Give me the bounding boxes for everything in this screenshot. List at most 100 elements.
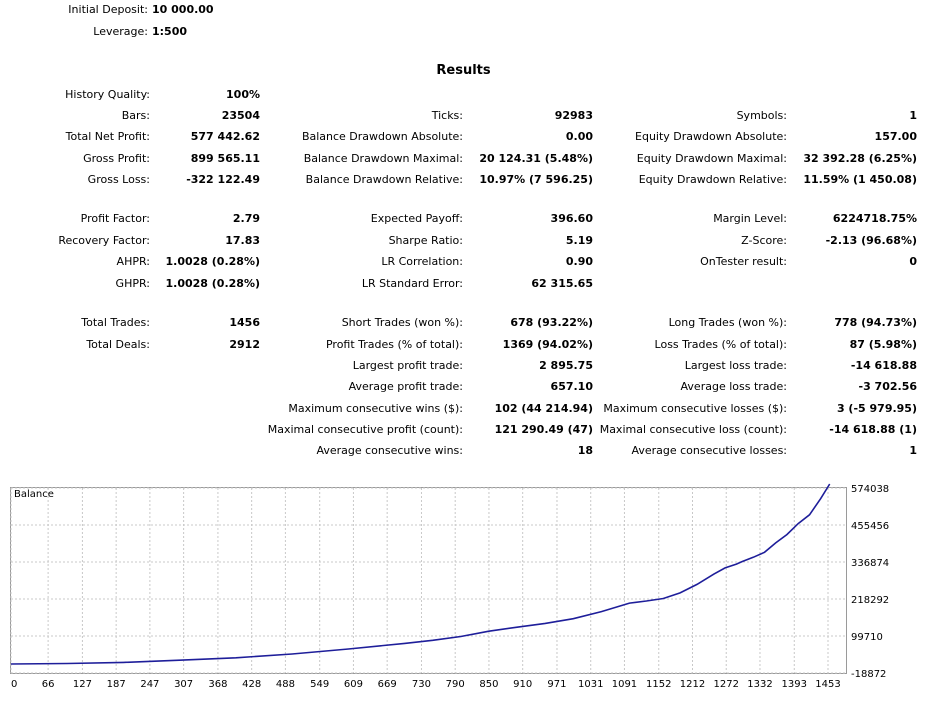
stat-value: 657.10 xyxy=(550,380,593,393)
x-tick-label: 730 xyxy=(412,679,431,690)
stat-label: Short Trades (won %): xyxy=(341,316,463,329)
y-tick-label: 574038 xyxy=(851,484,889,495)
x-tick-label: 0 xyxy=(11,679,17,690)
x-tick-label: 187 xyxy=(107,679,126,690)
stat-value: 1 xyxy=(909,444,917,457)
stat-value: 2912 xyxy=(229,338,260,351)
x-tick-label: 428 xyxy=(242,679,261,690)
x-tick-label: 1272 xyxy=(714,679,739,690)
x-tick-label: 1212 xyxy=(680,679,705,690)
stat-value: 1369 (94.02%) xyxy=(502,338,593,351)
stat-label: Largest profit trade: xyxy=(352,359,463,372)
stat-label: LR Standard Error: xyxy=(361,277,463,290)
chart-title: Balance xyxy=(14,489,54,500)
stat-label: Profit Factor: xyxy=(80,212,150,225)
stat-label: Total Net Profit: xyxy=(65,130,150,143)
stat-value: 6224718.75% xyxy=(832,212,917,225)
stat-value: 1.0028 (0.28%) xyxy=(165,255,261,268)
stat-value: -14 618.88 (1) xyxy=(829,423,917,436)
stat-value: 10.97% (7 596.25) xyxy=(479,173,593,186)
stat-value: 0.90 xyxy=(565,255,593,268)
stat-label: Profit Trades (% of total): xyxy=(325,338,463,351)
y-tick-label: 455456 xyxy=(851,521,889,532)
stat-label: Equity Drawdown Absolute: xyxy=(635,130,787,143)
stat-label: Gross Profit: xyxy=(83,152,150,165)
x-tick-label: 1332 xyxy=(747,679,772,690)
stat-label: Sharpe Ratio: xyxy=(388,234,463,247)
x-tick-label: 66 xyxy=(42,679,55,690)
stat-label: Average loss trade: xyxy=(680,380,787,393)
x-tick-label: 1031 xyxy=(578,679,603,690)
stat-label: Balance Drawdown Relative: xyxy=(305,173,463,186)
stat-label: Average consecutive losses: xyxy=(631,444,787,457)
stat-value: 2 895.75 xyxy=(539,359,593,372)
stat-value: 20 124.31 (5.48%) xyxy=(479,152,593,165)
stat-label: Balance Drawdown Absolute: xyxy=(301,130,463,143)
stat-value: -322 122.49 xyxy=(186,173,260,186)
stat-value: 0 xyxy=(909,255,917,268)
x-tick-label: 1152 xyxy=(646,679,671,690)
stat-value: 1456 xyxy=(229,316,260,329)
stat-value: 899 565.11 xyxy=(190,152,260,165)
leverage-value: 1:500 xyxy=(152,25,188,38)
balance-chart: Balance 574038 455456 336874 218292 99710 -18… xyxy=(10,483,889,690)
stat-label: Maximum consecutive wins ($): xyxy=(288,402,463,415)
x-tick-label: 1091 xyxy=(612,679,637,690)
stat-value: 1.0028 (0.28%) xyxy=(165,277,261,290)
x-tick-label: 549 xyxy=(310,679,329,690)
stat-value: 100% xyxy=(226,88,260,101)
stat-value: 32 392.28 (6.25%) xyxy=(803,152,917,165)
y-tick-label: 336874 xyxy=(851,558,889,569)
initial-deposit-value: 10 000.00 xyxy=(152,3,214,16)
stat-label: Total Trades: xyxy=(81,316,150,329)
stat-label: Gross Loss: xyxy=(87,173,150,186)
initial-deposit-label: Initial Deposit: xyxy=(68,3,148,16)
leverage-label: Leverage: xyxy=(93,25,148,38)
stat-label: Maximum consecutive losses ($): xyxy=(603,402,787,415)
stat-value: 2.79 xyxy=(232,212,260,225)
stat-label: Symbols: xyxy=(736,109,787,122)
stat-value: -2.13 (96.68%) xyxy=(825,234,917,247)
x-tick-label: 790 xyxy=(446,679,465,690)
y-tick-label: 99710 xyxy=(851,632,883,643)
chart-series-layer xyxy=(10,483,831,665)
stat-value: -3 702.56 xyxy=(858,380,918,393)
x-tick-label: 971 xyxy=(547,679,566,690)
x-tick-label: 307 xyxy=(174,679,193,690)
stat-label: Average profit trade: xyxy=(348,380,463,393)
stat-label: LR Correlation: xyxy=(381,255,463,268)
stat-value: 577 442.62 xyxy=(190,130,260,143)
stat-label: AHPR: xyxy=(116,255,150,268)
y-tick-label: 218292 xyxy=(851,595,889,606)
stat-label: Ticks: xyxy=(431,109,463,122)
x-tick-label: 127 xyxy=(73,679,92,690)
stat-label: Equity Drawdown Relative: xyxy=(638,173,787,186)
stat-label: History Quality: xyxy=(65,88,150,101)
stat-label: Largest loss trade: xyxy=(684,359,787,372)
stat-value: 23504 xyxy=(221,109,260,122)
stat-label: Total Deals: xyxy=(86,338,150,351)
results-title: Results xyxy=(436,63,491,78)
stat-value: 18 xyxy=(577,444,593,457)
x-tick-label: 1453 xyxy=(815,679,840,690)
stat-label: OnTester result: xyxy=(700,255,787,268)
chart-grid xyxy=(10,487,846,674)
x-axis-ticks: 0 66 127 187 247 307 368 428 488 549 609 669 730 790 8… xyxy=(11,679,841,690)
stat-value: 5.19 xyxy=(565,234,593,247)
stat-value: 17.83 xyxy=(225,234,260,247)
stat-label: Z-Score: xyxy=(741,234,787,247)
stat-value: 11.59% (1 450.08) xyxy=(803,173,917,186)
stat-label: GHPR: xyxy=(115,277,150,290)
stat-label: Average consecutive wins: xyxy=(316,444,463,457)
stat-value: 396.60 xyxy=(550,212,593,225)
stat-label: Maximal consecutive loss (count): xyxy=(599,423,787,436)
stat-value: 1 xyxy=(909,109,917,122)
y-tick-label: -18872 xyxy=(851,669,886,680)
stat-value: 102 (44 214.94) xyxy=(494,402,593,415)
y-axis-ticks: 574038 455456 336874 218292 99710 -18872 xyxy=(851,484,889,680)
stat-label: Balance Drawdown Maximal: xyxy=(303,152,463,165)
stat-label: Margin Level: xyxy=(713,212,787,225)
stat-label: Bars: xyxy=(121,109,150,122)
x-tick-label: 609 xyxy=(344,679,363,690)
stat-value: 3 (-5 979.95) xyxy=(836,402,917,415)
